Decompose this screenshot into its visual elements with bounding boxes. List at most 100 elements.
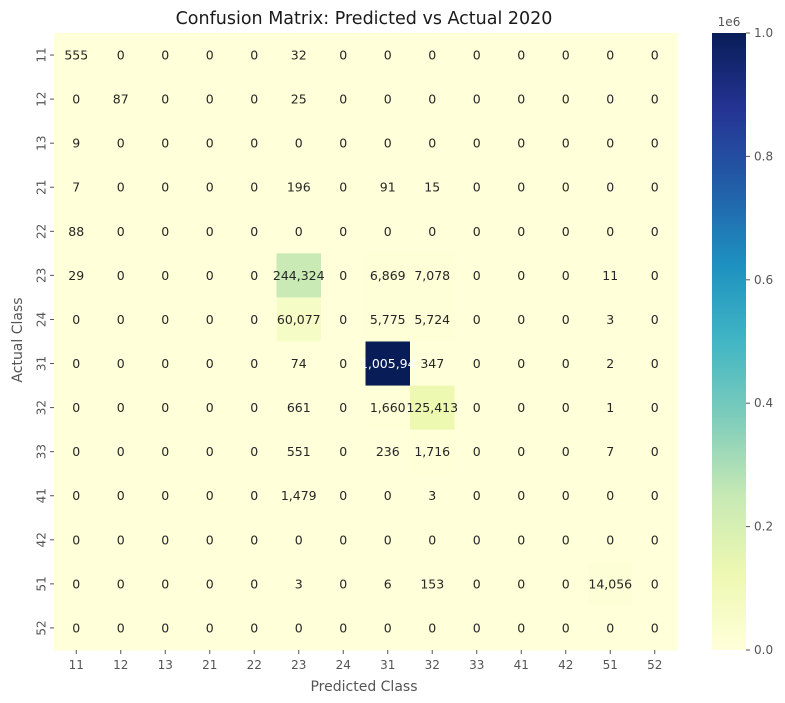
- cell-label-12-24: 0: [339, 92, 347, 107]
- cell-label-12-51: 0: [606, 92, 614, 107]
- cell-label-11-11: 555: [64, 48, 88, 63]
- cell-label-13-21: 0: [206, 136, 214, 151]
- cell-label-52-51: 0: [606, 620, 614, 635]
- cell-label-22-13: 0: [161, 224, 169, 239]
- cell-42-52: [632, 517, 678, 563]
- x-axis-label: Predicted Class: [310, 679, 417, 695]
- cell-label-11-41: 0: [517, 48, 525, 63]
- cell-24-33: [454, 297, 500, 343]
- cell-23-51: [588, 253, 634, 299]
- colorbar-ticks: 0.0 0.2 0.4 0.6 0.8 1.0: [746, 26, 773, 657]
- cell-41-31: [365, 473, 411, 519]
- cell-label-31-52: 0: [651, 356, 659, 371]
- cell-21-11: [54, 165, 100, 210]
- cell-22-51: [588, 209, 634, 254]
- cell-52-23: [276, 605, 322, 651]
- cell-label-42-21: 0: [206, 532, 214, 547]
- cell-label-42-11: 0: [72, 532, 80, 547]
- cell-label-51-51: 14,056: [588, 576, 632, 591]
- cell-32-24: [321, 385, 367, 431]
- cell-label-31-22: 0: [250, 356, 258, 371]
- cell-33-11: [54, 429, 100, 475]
- cell-label-52-52: 0: [651, 620, 659, 635]
- cell-24-23: [276, 297, 322, 343]
- cell-label-41-21: 0: [206, 488, 214, 503]
- cell-label-31-21: 0: [206, 356, 214, 371]
- cell-33-31: [365, 429, 411, 475]
- cell-21-31: [365, 165, 411, 210]
- cell-33-23: [276, 429, 322, 475]
- cell-label-23-41: 0: [517, 268, 525, 283]
- cell-31-13: [143, 341, 189, 387]
- cell-label-24-41: 0: [517, 312, 525, 327]
- cell-22-12: [98, 209, 144, 254]
- cell-11-51: [588, 33, 634, 78]
- cell-11-23: [276, 33, 322, 78]
- cell-13-11: [54, 121, 100, 166]
- cell-32-11: [54, 385, 100, 431]
- cell-label-11-12: 0: [117, 48, 125, 63]
- colorbar-tick-0.4: 0.4: [754, 396, 773, 410]
- cell-label-22-33: 0: [473, 224, 481, 239]
- cell-21-32: [410, 165, 456, 210]
- cell-31-32: [410, 341, 456, 387]
- cell-label-23-31: 6,869: [370, 268, 406, 283]
- cell-33-33: [454, 429, 500, 475]
- cell-label-11-33: 0: [473, 48, 481, 63]
- cell-label-11-32: 0: [428, 48, 436, 63]
- cell-label-32-41: 0: [517, 400, 525, 415]
- cell-label-22-41: 0: [517, 224, 525, 239]
- cell-41-33: [454, 473, 500, 519]
- cell-label-23-23: 244,324: [273, 268, 325, 283]
- cell-22-52: [632, 209, 678, 254]
- cell-label-41-13: 0: [161, 488, 169, 503]
- cell-13-32: [410, 121, 456, 166]
- cell-label-32-12: 0: [117, 400, 125, 415]
- cell-22-33: [454, 209, 500, 254]
- cell-label-32-23: 661: [287, 400, 311, 415]
- cell-label-23-22: 0: [250, 268, 258, 283]
- y-tick-31: 31: [35, 356, 49, 371]
- cell-21-41: [499, 165, 545, 210]
- cell-31-41: [499, 341, 545, 387]
- cell-12-12: [98, 77, 144, 122]
- cell-label-31-42: 0: [562, 356, 570, 371]
- cell-31-21: [187, 341, 233, 387]
- cell-label-21-52: 0: [651, 180, 659, 195]
- cell-22-23: [276, 209, 322, 254]
- cell-label-31-23: 74: [291, 356, 307, 371]
- cell-label-12-32: 0: [428, 92, 436, 107]
- cell-13-21: [187, 121, 233, 166]
- cell-11-11: [54, 33, 100, 78]
- cell-label-22-32: 0: [428, 224, 436, 239]
- cell-label-13-31: 0: [384, 136, 392, 151]
- y-tick-21: 21: [35, 180, 49, 195]
- cell-label-11-13: 0: [161, 48, 169, 63]
- cell-24-13: [143, 297, 189, 343]
- cell-21-12: [98, 165, 144, 210]
- cell-label-31-41: 0: [517, 356, 525, 371]
- cell-22-24: [321, 209, 367, 254]
- cell-21-33: [454, 165, 500, 210]
- cell-label-41-12: 0: [117, 488, 125, 503]
- cell-32-23: [276, 385, 322, 431]
- cell-label-32-24: 0: [339, 400, 347, 415]
- cell-52-12: [98, 605, 144, 651]
- cell-label-51-52: 0: [651, 576, 659, 591]
- cell-label-33-22: 0: [250, 444, 258, 459]
- cell-11-12: [98, 33, 144, 78]
- cell-52-51: [588, 605, 634, 651]
- x-tick-21: 21: [202, 658, 217, 672]
- cell-label-31-12: 0: [117, 356, 125, 371]
- cell-label-11-52: 0: [651, 48, 659, 63]
- y-tick-42: 42: [35, 532, 49, 547]
- cell-label-52-13: 0: [161, 620, 169, 635]
- y-axis-label: Actual Class: [10, 297, 26, 382]
- cell-42-11: [54, 517, 100, 563]
- cell-label-32-13: 0: [161, 400, 169, 415]
- cell-11-21: [187, 33, 233, 78]
- heatmap-cells: [54, 33, 678, 651]
- cell-label-42-41: 0: [517, 532, 525, 547]
- cell-21-13: [143, 165, 189, 210]
